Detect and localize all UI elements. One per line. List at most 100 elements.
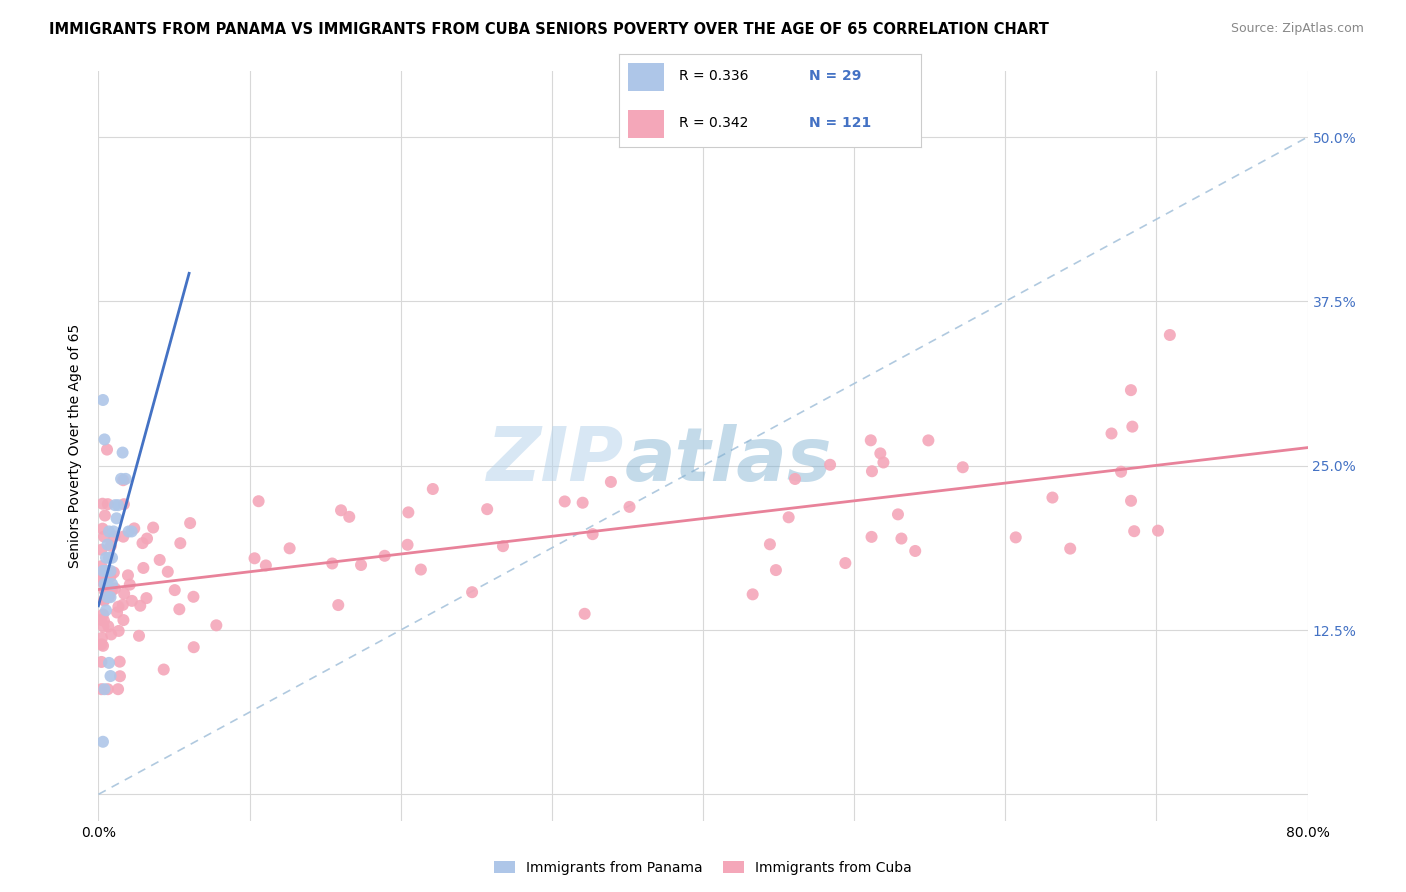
- Point: [112, 587, 135, 601]
- Point: [91, 522, 114, 536]
- Point: [104, 582, 127, 596]
- Text: atlas: atlas: [624, 425, 832, 498]
- Point: [91, 564, 114, 578]
- Point: [422, 482, 444, 496]
- Point: [1042, 491, 1064, 505]
- Point: [183, 640, 205, 655]
- Point: [103, 566, 125, 580]
- Point: [97, 682, 120, 697]
- Legend: Immigrants from Panama, Immigrants from Cuba: Immigrants from Panama, Immigrants from …: [488, 855, 918, 880]
- Point: [97, 497, 120, 511]
- Point: [330, 503, 353, 517]
- Point: [759, 537, 782, 551]
- Point: [98, 590, 121, 604]
- Point: [152, 663, 174, 677]
- Point: [108, 655, 131, 669]
- Bar: [627, 110, 664, 138]
- Point: [1119, 493, 1142, 508]
- Point: [1059, 541, 1081, 556]
- Point: [112, 530, 135, 544]
- Point: [890, 532, 912, 546]
- Point: [98, 524, 121, 539]
- Point: [1123, 524, 1146, 539]
- Point: [321, 557, 343, 571]
- Point: [1159, 328, 1181, 343]
- Point: [90, 655, 112, 669]
- Point: [163, 583, 186, 598]
- Point: [131, 536, 153, 550]
- Point: [582, 527, 605, 541]
- Point: [94, 508, 117, 523]
- Point: [117, 568, 139, 582]
- Point: [103, 529, 125, 543]
- Point: [101, 583, 124, 598]
- Point: [619, 500, 641, 514]
- Point: [337, 509, 360, 524]
- Point: [328, 598, 350, 612]
- Point: [205, 618, 228, 632]
- Point: [869, 446, 891, 460]
- Point: [96, 591, 118, 605]
- Point: [121, 594, 143, 608]
- Bar: [627, 63, 664, 91]
- Point: [765, 563, 787, 577]
- Point: [887, 508, 910, 522]
- Point: [243, 551, 266, 566]
- Point: [90, 682, 112, 697]
- Text: Source: ZipAtlas.com: Source: ZipAtlas.com: [1230, 22, 1364, 36]
- Text: N = 29: N = 29: [808, 70, 862, 84]
- Point: [100, 669, 122, 683]
- Point: [554, 494, 576, 508]
- Point: [183, 590, 205, 604]
- Point: [135, 591, 157, 606]
- Point: [396, 538, 419, 552]
- Text: R = 0.342: R = 0.342: [679, 116, 748, 130]
- Point: [93, 593, 115, 607]
- Point: [110, 472, 132, 486]
- Point: [91, 607, 114, 622]
- Point: [872, 455, 894, 469]
- Point: [247, 494, 270, 508]
- Point: [105, 606, 128, 620]
- Point: [93, 433, 115, 447]
- Point: [741, 587, 763, 601]
- Point: [90, 542, 112, 557]
- Point: [91, 735, 114, 749]
- Point: [93, 682, 115, 697]
- Point: [107, 599, 129, 614]
- Point: [129, 599, 152, 613]
- Point: [96, 577, 118, 591]
- Point: [93, 614, 115, 628]
- Point: [396, 505, 419, 519]
- Point: [90, 568, 112, 582]
- Point: [834, 556, 856, 570]
- Point: [96, 571, 118, 585]
- Point: [904, 544, 927, 558]
- Point: [112, 497, 135, 511]
- Point: [1004, 530, 1026, 544]
- Point: [818, 458, 841, 472]
- Point: [90, 559, 112, 574]
- Point: [100, 539, 122, 553]
- Point: [105, 511, 128, 525]
- Point: [90, 570, 112, 584]
- Point: [112, 473, 135, 487]
- Point: [783, 472, 806, 486]
- Point: [409, 563, 432, 577]
- Point: [90, 574, 112, 589]
- Text: IMMIGRANTS FROM PANAMA VS IMMIGRANTS FROM CUBA SENIORS POVERTY OVER THE AGE OF 6: IMMIGRANTS FROM PANAMA VS IMMIGRANTS FRO…: [49, 22, 1049, 37]
- Point: [96, 442, 118, 457]
- Point: [108, 669, 131, 683]
- Point: [142, 520, 165, 534]
- Point: [90, 637, 112, 651]
- Point: [136, 532, 159, 546]
- Point: [91, 497, 114, 511]
- Point: [156, 565, 179, 579]
- Point: [107, 682, 129, 697]
- Point: [778, 510, 800, 524]
- Point: [254, 558, 277, 573]
- Point: [93, 593, 115, 607]
- Point: [97, 566, 120, 581]
- Point: [98, 656, 121, 670]
- Point: [91, 392, 114, 407]
